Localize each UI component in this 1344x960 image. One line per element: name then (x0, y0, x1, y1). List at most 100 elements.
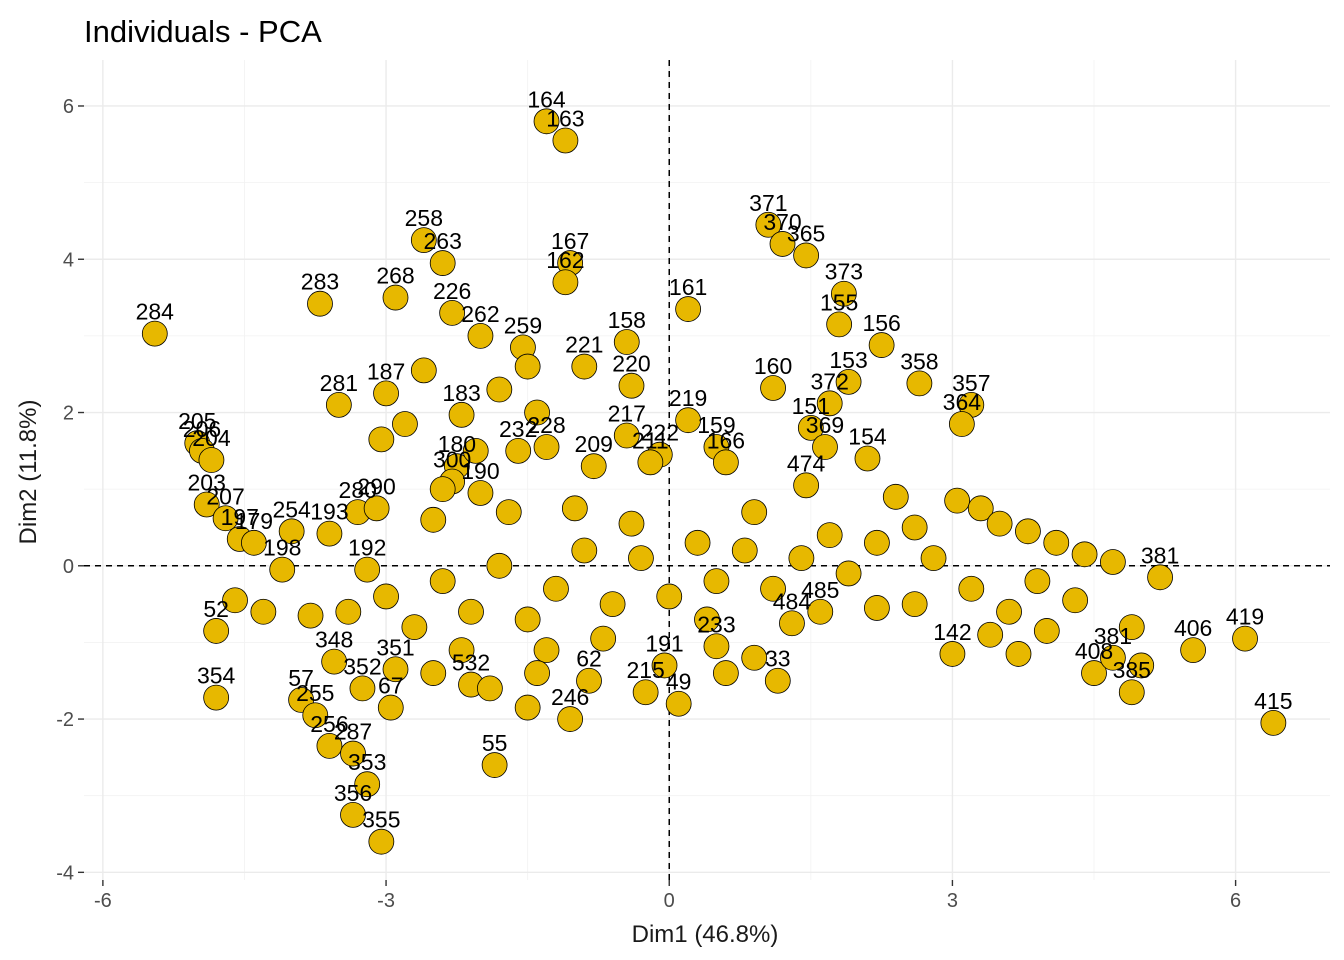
data-point (882, 483, 909, 510)
data-point (335, 598, 362, 625)
data-point (382, 284, 409, 311)
point-label: 183 (442, 380, 480, 406)
point-label: 142 (933, 619, 971, 645)
data-point (618, 372, 645, 399)
data-point (618, 510, 645, 537)
point-label: 369 (806, 412, 844, 438)
point-label: 268 (376, 263, 414, 289)
data-point (392, 411, 418, 437)
data-point (420, 660, 447, 686)
points (141, 108, 1287, 855)
point-label: 364 (943, 389, 982, 415)
point-label: 155 (820, 289, 858, 315)
point-label: 198 (263, 535, 301, 561)
data-point (675, 296, 702, 322)
data-point (769, 231, 796, 257)
data-point (401, 614, 428, 641)
point-label: 474 (787, 450, 826, 476)
x-tick-label: 3 (947, 890, 958, 912)
data-point (1180, 637, 1207, 663)
point-label: 348 (315, 627, 353, 653)
data-point (354, 771, 381, 798)
data-point (543, 575, 569, 602)
data-point (906, 370, 933, 397)
point-label: 57 (288, 665, 314, 691)
data-point (1033, 618, 1060, 644)
point-label: 371 (749, 190, 787, 216)
data-point (816, 390, 843, 417)
data-point (481, 752, 508, 778)
data-point (368, 426, 395, 453)
point-label: 207 (206, 483, 244, 509)
point-label: 153 (829, 347, 867, 373)
data-point (354, 556, 381, 583)
data-point (779, 610, 805, 637)
x-tick-label: -6 (94, 890, 112, 912)
point-label: 258 (405, 205, 443, 231)
point-label: 206 (183, 416, 221, 442)
point-label: 283 (301, 269, 339, 295)
data-point (316, 732, 343, 759)
data-point (420, 506, 447, 533)
data-point (448, 401, 475, 428)
point-label: 158 (608, 307, 646, 333)
point-label: 484 (773, 588, 812, 614)
point-label: 259 (504, 312, 542, 338)
data-point (977, 621, 1004, 648)
data-point (439, 299, 466, 326)
data-point (741, 499, 768, 526)
data-point (628, 545, 654, 572)
data-point (793, 472, 820, 499)
data-point (1147, 564, 1173, 591)
point-label: 191 (645, 630, 683, 656)
data-point (986, 510, 1013, 537)
data-point (703, 568, 730, 595)
data-point (665, 690, 692, 717)
data-point (410, 357, 437, 384)
point-label: 373 (825, 259, 863, 285)
data-point (712, 660, 739, 686)
data-point (868, 332, 895, 358)
data-point (486, 552, 513, 579)
data-point (467, 322, 494, 349)
data-point (637, 449, 664, 476)
point-label: 485 (801, 577, 839, 603)
data-point (198, 447, 225, 473)
point-label: 532 (452, 650, 490, 676)
data-point (533, 108, 560, 135)
point-label: 151 (792, 393, 830, 419)
data-point (1099, 644, 1126, 671)
y-tick-label: -4 (56, 862, 74, 884)
point-label: 228 (527, 412, 565, 438)
data-point (613, 422, 640, 449)
data-point (321, 648, 348, 675)
data-point (755, 211, 782, 238)
point-label: 353 (348, 749, 386, 775)
data-point (278, 518, 305, 545)
point-label: 180 (438, 431, 476, 457)
point-label: 211 (632, 427, 669, 453)
data-point (533, 637, 560, 663)
point-label: 415 (1254, 688, 1292, 714)
point-label: 354 (197, 663, 236, 689)
point-label: 159 (697, 412, 735, 438)
point-label: 365 (787, 220, 825, 246)
data-point (203, 618, 230, 644)
point-label: 209 (575, 431, 613, 457)
data-point (368, 828, 395, 855)
point-label: 284 (136, 299, 175, 325)
data-point (382, 656, 409, 683)
point-label: 160 (754, 353, 792, 379)
data-point (788, 545, 815, 572)
y-tick-label: 2 (63, 403, 74, 425)
point-label: 287 (334, 719, 372, 745)
data-point (316, 520, 343, 547)
data-point (561, 495, 588, 522)
data-point (835, 560, 862, 587)
data-point (410, 227, 437, 253)
data-point (812, 434, 838, 460)
data-point (302, 702, 329, 729)
data-point (514, 694, 541, 721)
